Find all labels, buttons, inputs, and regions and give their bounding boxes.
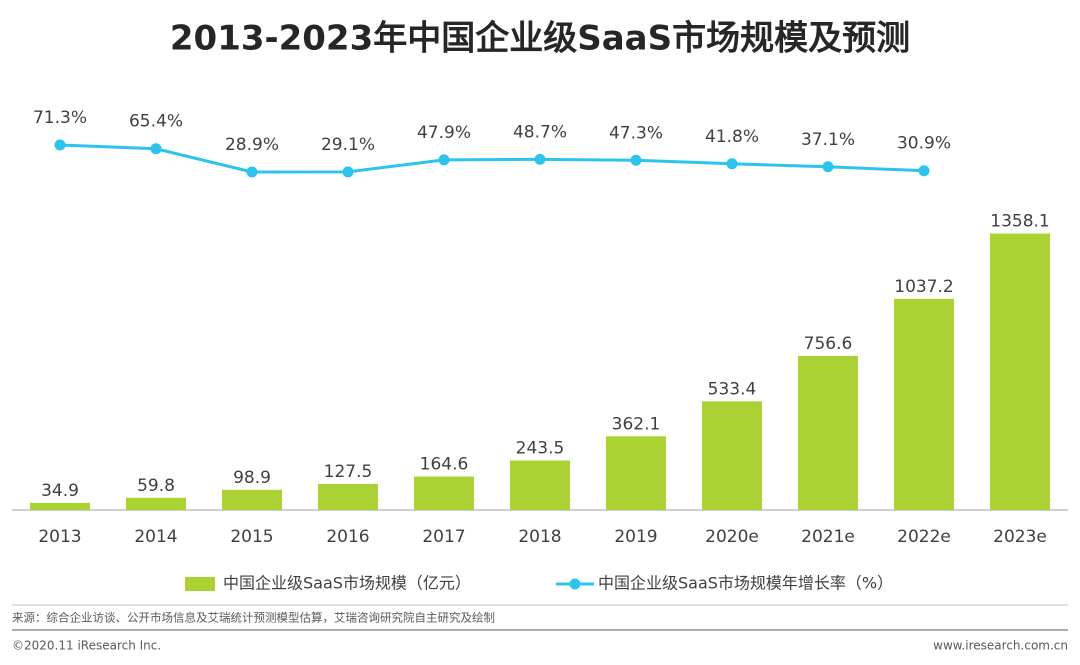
line xyxy=(59,143,925,174)
bar xyxy=(414,476,474,510)
legend-swatch xyxy=(185,577,215,591)
value-label: 30.9% xyxy=(897,134,951,154)
value-label: 98.9 xyxy=(233,468,271,488)
x-tick-label: 2017 xyxy=(422,527,465,547)
line-marker xyxy=(246,166,258,178)
chart-title: 2013-2023年中国企业级SaaS市场规模及预测 xyxy=(170,19,910,59)
line-marker xyxy=(150,143,162,155)
bar xyxy=(894,298,954,510)
bar xyxy=(798,355,858,510)
line-marker xyxy=(54,139,66,151)
value-label: 59.8 xyxy=(137,476,175,496)
bar xyxy=(126,497,186,510)
value-label: 37.1% xyxy=(801,130,855,150)
line-marker xyxy=(822,161,834,173)
line-marker xyxy=(342,166,354,178)
x-tick-label: 2015 xyxy=(230,527,273,547)
value-label: 48.7% xyxy=(513,122,567,142)
line-marker xyxy=(630,154,642,166)
line-marker xyxy=(438,154,450,166)
value-label: 127.5 xyxy=(324,462,373,482)
legend-label: 中国企业级SaaS市场规模年增长率（%） xyxy=(598,574,893,593)
x-tick-label: 2023e xyxy=(993,527,1047,547)
value-label: 243.5 xyxy=(516,438,565,458)
value-label: 34.9 xyxy=(41,481,79,501)
legend-swatch xyxy=(569,578,581,590)
value-label: 28.9% xyxy=(225,135,279,155)
value-label: 29.1% xyxy=(321,135,375,155)
x-tick-label: 2014 xyxy=(134,527,177,547)
value-label: 164.6 xyxy=(420,454,469,474)
legend-label: 中国企业级SaaS市场规模（亿元） xyxy=(223,574,471,593)
x-tick-label: 2018 xyxy=(518,527,561,547)
value-label: 533.4 xyxy=(708,379,757,399)
bar xyxy=(222,489,282,510)
value-label: 47.3% xyxy=(609,123,663,143)
value-label: 1358.1 xyxy=(990,212,1049,232)
bar xyxy=(990,233,1050,510)
copyright: ©2020.11 iResearch Inc. xyxy=(12,639,161,653)
value-label: 71.3% xyxy=(33,108,87,128)
bar xyxy=(702,401,762,510)
source: 来源：综合企业访谈、公开市场信息及艾瑞统计预测模型估算，艾瑞咨询研究院自主研究及… xyxy=(12,611,495,625)
value-label: 47.9% xyxy=(417,123,471,143)
line-marker xyxy=(918,165,930,177)
x-tick-label: 2013 xyxy=(38,527,81,547)
value-label: 1037.2 xyxy=(894,277,953,297)
line-marker xyxy=(726,158,738,170)
bar xyxy=(318,484,378,510)
bar xyxy=(606,436,666,510)
x-tick-label: 2021e xyxy=(801,527,855,547)
x-tick-label: 2019 xyxy=(614,527,657,547)
value-label: 41.8% xyxy=(705,127,759,147)
value-label: 756.6 xyxy=(804,334,853,354)
value-label: 362.1 xyxy=(612,414,661,434)
bar xyxy=(30,502,90,510)
line-marker xyxy=(534,153,546,165)
value-label: 65.4% xyxy=(129,112,183,132)
website: www.iresearch.com.cn xyxy=(933,639,1068,653)
x-tick-label: 2016 xyxy=(326,527,369,547)
x-tick-label: 2022e xyxy=(897,527,951,547)
x-tick-label: 2020e xyxy=(705,527,759,547)
bar xyxy=(510,460,570,510)
